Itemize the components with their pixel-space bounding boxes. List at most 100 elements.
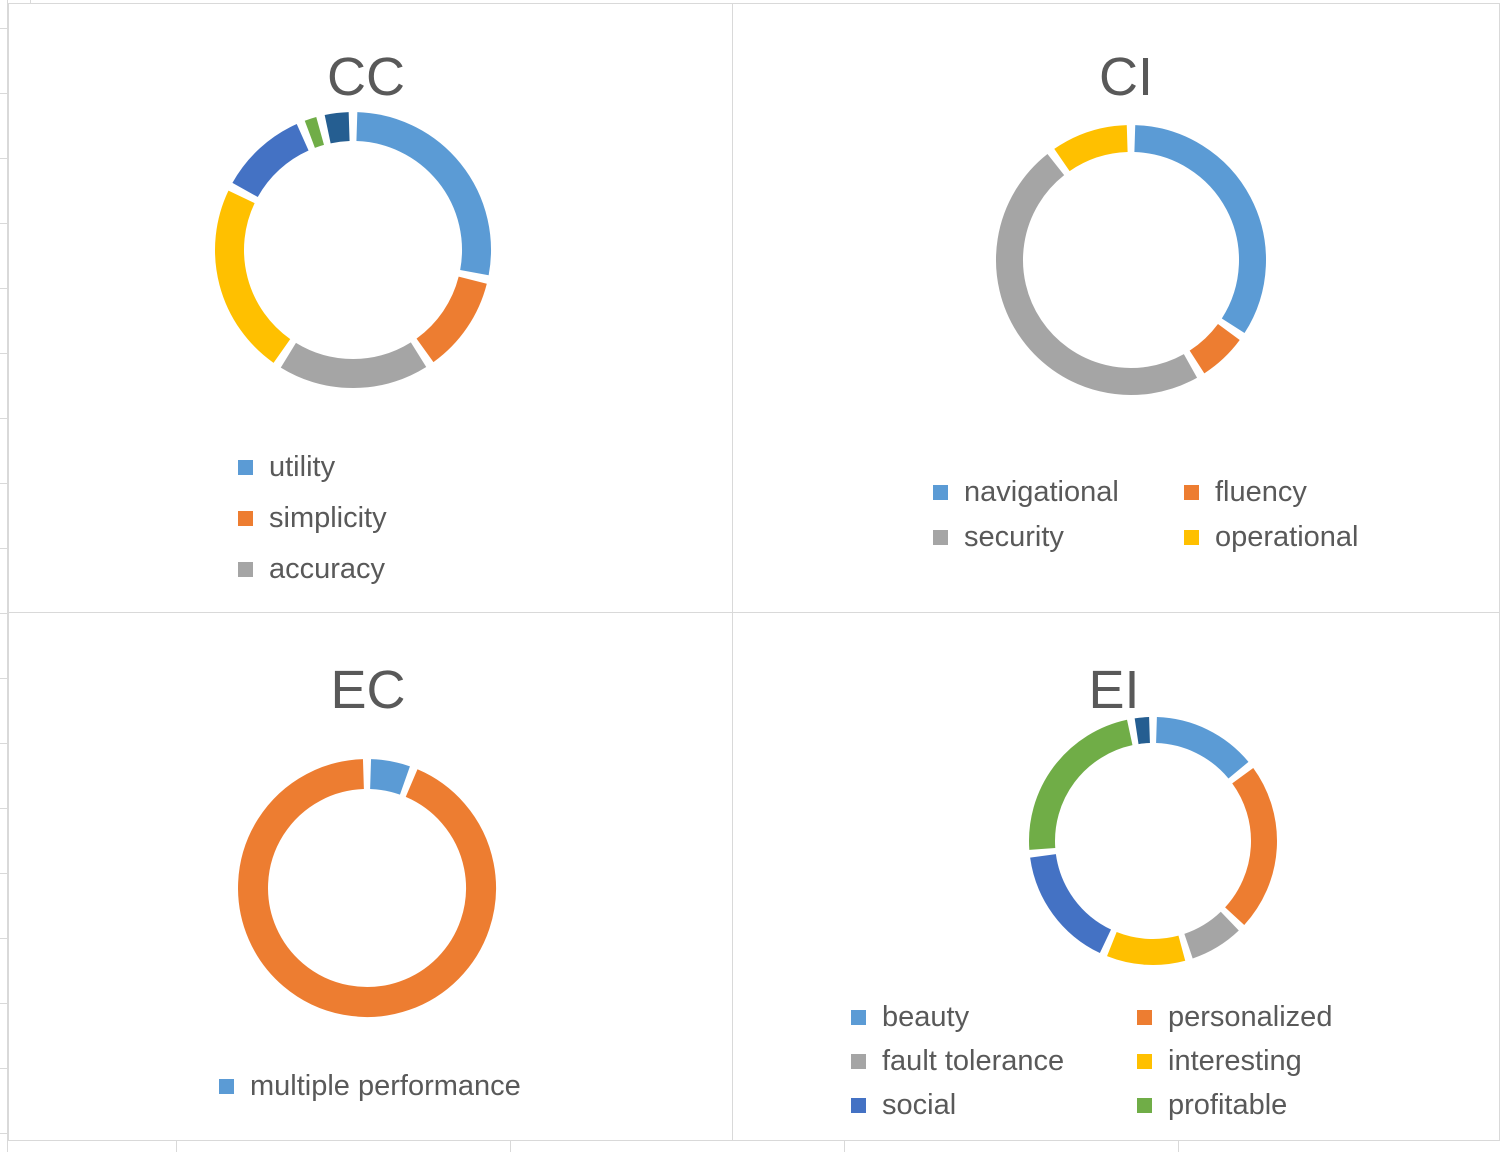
gridline-row-tick xyxy=(0,678,15,679)
legend-ei: beauty personalized fault tolerance interes… xyxy=(851,1000,1332,1122)
legend-label: operational xyxy=(1215,520,1359,553)
donut-segment-multiple-performance xyxy=(369,759,410,795)
legend-item-fluency: fluency xyxy=(1184,475,1359,509)
legend-item-multiple-performance: multiple performance xyxy=(219,1069,521,1103)
gridline-row-tick xyxy=(0,743,15,744)
legend-label: beauty xyxy=(882,1000,970,1033)
legend-swatch-icon xyxy=(933,529,948,545)
chart-panel-ci[interactable]: CI navigational fluency security operationa… xyxy=(732,3,1500,613)
chart-panel-ec[interactable]: EC multiple performance xyxy=(8,612,733,1141)
donut-segment-unlabeled xyxy=(215,190,291,363)
gridline-row-tick xyxy=(0,1133,15,1134)
gridline-row-tick xyxy=(0,223,15,224)
donut-segment-utility xyxy=(356,112,491,276)
chart-title-ec: EC xyxy=(330,660,406,720)
legend-ec: multiple performance xyxy=(219,1069,521,1103)
legend-label: profitable xyxy=(1168,1088,1288,1121)
legend-swatch-icon xyxy=(219,1078,234,1094)
donut-chart-ec xyxy=(238,759,497,1017)
legend-swatch-icon xyxy=(1137,1009,1152,1025)
legend-item-beauty: beauty xyxy=(851,1000,1137,1034)
gridline-row-tick xyxy=(0,483,15,484)
donut-segment-fluency xyxy=(1189,323,1240,374)
legend-item-personalized: personalized xyxy=(1137,1000,1332,1034)
gridline-row-tick xyxy=(0,548,15,549)
donut-segment-unlabeled xyxy=(238,759,497,1017)
legend-label: utility xyxy=(269,450,336,483)
legend-label: social xyxy=(882,1088,957,1121)
gridline-row-tick xyxy=(0,938,15,939)
legend-swatch-icon xyxy=(238,561,253,577)
gridline-row-tick xyxy=(0,873,15,874)
legend-item-fault-tolerance: fault tolerance xyxy=(851,1044,1137,1078)
donut-chart-cc xyxy=(215,112,491,388)
donut-segment-accuracy xyxy=(280,342,427,388)
legend-label: navigational xyxy=(964,475,1119,508)
gridline-column-tick xyxy=(844,1141,845,1152)
legend-swatch-icon xyxy=(851,1053,866,1069)
legend-item-profitable: profitable xyxy=(1137,1088,1332,1122)
legend-label: security xyxy=(964,520,1064,553)
gridline-row-tick xyxy=(0,1003,15,1004)
legend-swatch-icon xyxy=(238,510,253,526)
donut-segment-simplicity xyxy=(416,276,487,363)
donut-segment-profitable xyxy=(1029,719,1133,850)
donut-segment-operational xyxy=(1054,125,1129,172)
gridline-row-tick xyxy=(0,808,15,809)
legend-swatch-icon xyxy=(1137,1053,1152,1069)
donut-segment-unlabeled xyxy=(324,112,350,144)
legend-swatch-icon xyxy=(1137,1097,1152,1113)
legend-item-security: security xyxy=(933,520,1184,554)
gridline-row-tick xyxy=(0,288,15,289)
chart-panel-cc[interactable]: CC utility simplicity accuracy xyxy=(8,3,733,613)
gridline-column-tick xyxy=(176,1141,177,1152)
donut-segment-fault-tolerance xyxy=(1183,911,1239,959)
legend-label: personalized xyxy=(1168,1000,1333,1033)
gridline-column-tick xyxy=(510,1141,511,1152)
gridline-row-tick xyxy=(0,93,15,94)
gridline-row-tick xyxy=(0,613,15,614)
gridline-left-edge xyxy=(7,0,8,1152)
legend-item-social: social xyxy=(851,1088,1137,1122)
donut-chart-ei xyxy=(1029,717,1277,965)
gridline-column-tick xyxy=(1178,1141,1179,1152)
legend-swatch-icon xyxy=(238,459,253,475)
legend-swatch-icon xyxy=(933,484,948,500)
legend-item-interesting: interesting xyxy=(1137,1044,1332,1078)
donut-segment-unlabeled xyxy=(1134,717,1151,745)
legend-label: accuracy xyxy=(269,552,386,585)
donut-segment-beauty xyxy=(1155,717,1249,779)
legend-item-simplicity: simplicity xyxy=(238,501,387,535)
gridline-row-tick xyxy=(0,353,15,354)
gridline-row-tick xyxy=(0,158,15,159)
legend-ci: navigational fluency security operational xyxy=(933,475,1359,554)
legend-item-accuracy: accuracy xyxy=(238,552,387,586)
donut-segment-unlabeled xyxy=(232,124,309,198)
legend-swatch-icon xyxy=(851,1097,866,1113)
legend-label: multiple performance xyxy=(250,1069,521,1102)
legend-swatch-icon xyxy=(851,1009,866,1025)
donut-segment-social xyxy=(1030,853,1112,954)
gridline-row-tick xyxy=(0,418,15,419)
legend-item-navigational: navigational xyxy=(933,475,1184,509)
donut-segment-navigational xyxy=(1134,125,1266,334)
donut-chart-ci xyxy=(996,125,1266,395)
chart-panel-ei[interactable]: EI beauty personalized fault tolerance inte… xyxy=(732,612,1500,1141)
legend-label: fluency xyxy=(1215,475,1307,508)
donut-segment-interesting xyxy=(1107,931,1186,965)
donut-segment-security xyxy=(996,153,1198,395)
legend-swatch-icon xyxy=(1184,529,1199,545)
donut-segment-unlabeled xyxy=(304,116,325,148)
legend-cc: utility simplicity accuracy xyxy=(238,450,387,586)
legend-item-operational: operational xyxy=(1184,520,1359,554)
legend-swatch-icon xyxy=(1184,484,1199,500)
chart-title-ei: EI xyxy=(1088,660,1140,720)
legend-label: fault tolerance xyxy=(882,1044,1065,1077)
gridline-top-tick xyxy=(30,0,31,4)
chart-title-ci: CI xyxy=(1099,47,1153,107)
gridline-row-tick xyxy=(0,1068,15,1069)
legend-label: interesting xyxy=(1168,1044,1302,1077)
gridline-row-tick xyxy=(0,28,15,29)
donut-segment-personalized xyxy=(1224,768,1277,925)
